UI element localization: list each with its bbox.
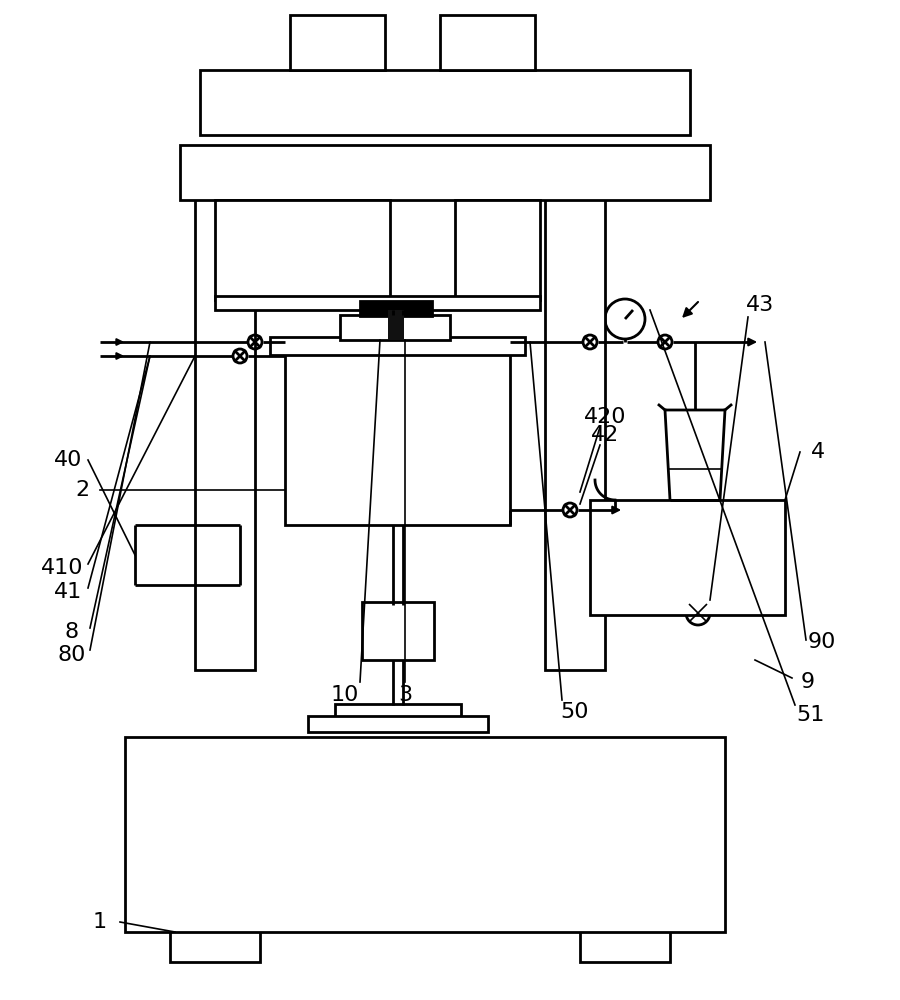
Bar bbox=[200, 70, 690, 135]
Text: 1: 1 bbox=[93, 912, 107, 932]
Bar bbox=[215, 200, 390, 300]
Bar bbox=[170, 930, 260, 962]
Bar bbox=[308, 716, 488, 732]
Bar bbox=[580, 930, 670, 962]
Text: 42: 42 bbox=[591, 425, 619, 445]
Bar bbox=[340, 315, 450, 340]
Bar bbox=[290, 15, 385, 70]
Text: 90: 90 bbox=[808, 632, 836, 652]
Bar bbox=[215, 296, 540, 310]
Text: 2: 2 bbox=[75, 480, 89, 500]
Bar bbox=[440, 15, 535, 70]
Text: 410: 410 bbox=[40, 558, 83, 578]
Text: 40: 40 bbox=[54, 450, 82, 470]
Bar bbox=[360, 301, 432, 316]
Text: 43: 43 bbox=[746, 295, 774, 315]
Bar bbox=[335, 704, 461, 718]
Text: 9: 9 bbox=[801, 672, 815, 692]
Bar bbox=[388, 310, 404, 340]
Text: 41: 41 bbox=[54, 582, 82, 602]
Bar bbox=[590, 500, 785, 615]
Bar bbox=[285, 350, 510, 525]
Bar bbox=[362, 602, 434, 660]
Text: 420: 420 bbox=[584, 407, 626, 427]
Bar bbox=[545, 195, 605, 670]
Bar bbox=[125, 737, 725, 932]
Bar bbox=[180, 145, 710, 200]
Text: 4: 4 bbox=[811, 442, 825, 462]
Text: 8: 8 bbox=[65, 622, 79, 642]
Text: 50: 50 bbox=[561, 702, 590, 722]
Text: 10: 10 bbox=[331, 685, 359, 705]
Text: 3: 3 bbox=[398, 685, 412, 705]
Text: 51: 51 bbox=[796, 705, 824, 725]
Bar bbox=[270, 337, 525, 355]
Text: 80: 80 bbox=[58, 645, 86, 665]
Bar bbox=[455, 200, 540, 300]
Bar bbox=[195, 195, 255, 670]
